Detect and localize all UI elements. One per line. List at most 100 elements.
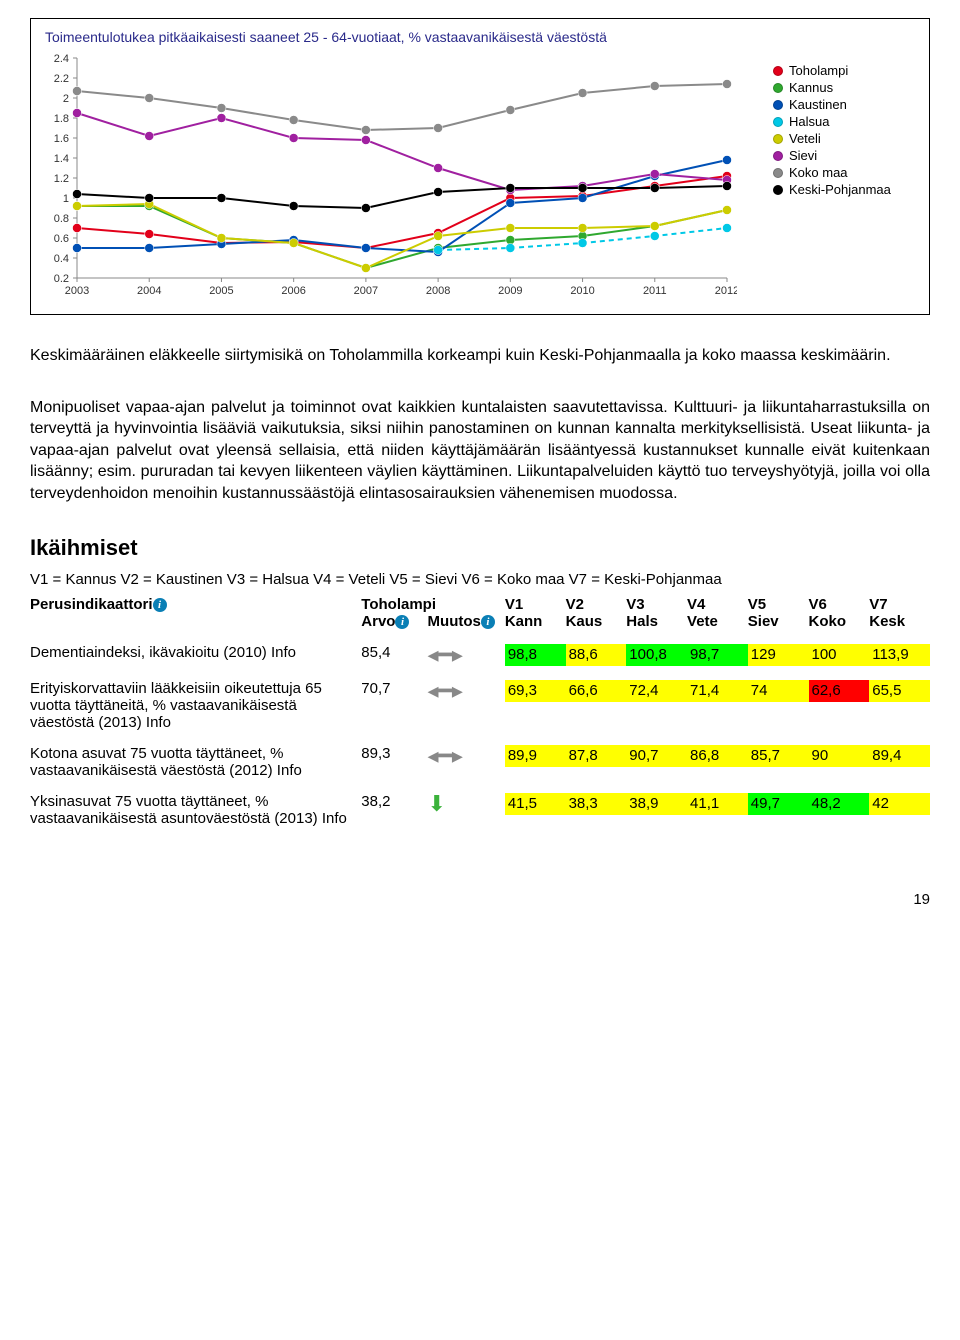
legend-label: Kannus [789,80,833,95]
cell-value: 88,6 [566,644,627,666]
legend-dot [773,151,783,161]
hdr-sub: Kann [505,613,566,630]
cell-value: 72,4 [626,680,687,702]
legend-dot [773,134,783,144]
cell-value: 65,5 [869,680,930,702]
legend-label: Veteli [789,131,821,146]
hdr-muutos: Muutosi [428,613,505,630]
info-icon: i [481,615,495,629]
row-arvo: 38,2 [361,793,390,810]
paragraph-1: Keskimääräinen eläkkeelle siirtymisikä o… [30,345,930,367]
svg-text:1.4: 1.4 [54,153,69,165]
hdr-v5: V5 [748,596,809,613]
cell-value: 74 [748,680,809,702]
legend-dot [773,66,783,76]
legend-item: Halsua [773,114,923,129]
legend-label: Sievi [789,148,817,163]
row-arvo: 89,3 [361,745,390,762]
legend-item: Keski-Pohjanmaa [773,182,923,197]
cell-value: 113,9 [869,644,930,666]
cell-value: 38,3 [566,793,627,815]
hdr-v2: V2 [566,596,627,613]
svg-text:2004: 2004 [137,285,161,297]
cell-value: 98,8 [505,644,566,666]
cell-value: 129 [748,644,809,666]
svg-text:1.6: 1.6 [54,133,69,145]
cell-value: 87,8 [566,745,627,767]
trend-arrow-down: ⬇ [428,791,446,816]
legend-label: Kaustinen [789,97,847,112]
svg-text:2: 2 [63,93,69,105]
cell-value: 62,6 [809,680,870,702]
legend-item: Kannus [773,80,923,95]
svg-text:2005: 2005 [209,285,233,297]
hdr-sub: Kesk [869,613,930,630]
svg-text:2012: 2012 [715,285,737,297]
cell-value: 100,8 [626,644,687,666]
cell-value: 90,7 [626,745,687,767]
hdr-sub: Vete [687,613,748,630]
table-row: Kotona asuvat 75 vuotta täyttäneet, % va… [30,745,930,779]
hdr-sub: Koko [809,613,870,630]
svg-text:0.4: 0.4 [54,253,69,265]
svg-text:2009: 2009 [498,285,522,297]
cell-value: 85,7 [748,745,809,767]
cell-value: 100 [809,644,870,666]
trend-arrow-flat: ◂━▸ [428,743,463,768]
legend-dot [773,83,783,93]
legend-dot [773,117,783,127]
svg-text:0.8: 0.8 [54,213,69,225]
table-row: Dementiaindeksi, ikävakioitu (2010) Info… [30,644,930,666]
hdr-sub: Hals [626,613,687,630]
cell-value: 38,9 [626,793,687,815]
chart-container: Toimeentulotukea pitkäaikaisesti saaneet… [30,18,930,315]
svg-text:2006: 2006 [281,285,305,297]
svg-text:0.6: 0.6 [54,233,69,245]
variable-legend: V1 = Kannus V2 = Kaustinen V3 = Halsua V… [30,571,930,588]
hdr-v1: V1 [505,596,566,613]
legend-item: Kaustinen [773,97,923,112]
table-row: Erityiskorvattaviin lääkkeisiin oikeutet… [30,680,930,731]
info-icon: i [395,615,409,629]
hdr-indicator: Perusindikaattorii [30,596,361,613]
svg-text:1.2: 1.2 [54,173,69,185]
hdr-arvo: Arvoi [361,613,427,630]
chart-legend: Toholampi Kannus Kaustinen Halsua Veteli Siev… [773,53,923,308]
svg-text:2.2: 2.2 [54,73,69,85]
legend-label: Koko maa [789,165,848,180]
legend-label: Keski-Pohjanmaa [789,182,891,197]
cell-value: 49,7 [748,793,809,815]
data-table: PerusindikaattoriiToholampiV1V2V3V4V5V6V… [30,596,930,841]
cell-value: 69,3 [505,680,566,702]
chart-area: 0.20.40.60.811.21.41.61.822.22.420032004… [37,53,923,308]
cell-value: 41,1 [687,793,748,815]
row-label: Kotona asuvat 75 vuotta täyttäneet, % va… [30,745,308,779]
legend-dot [773,168,783,178]
cell-value: 89,4 [869,745,930,767]
row-label: Erityiskorvattaviin lääkkeisiin oikeutet… [30,680,322,731]
hdr-v7: V7 [869,596,930,613]
legend-item: Toholampi [773,63,923,78]
svg-text:1: 1 [63,193,69,205]
hdr-toholampi: Toholampi [361,596,505,613]
chart-svg: 0.20.40.60.811.21.41.61.822.22.420032004… [37,53,737,303]
section-heading: Ikäihmiset [30,535,930,561]
cell-value: 86,8 [687,745,748,767]
svg-text:1.8: 1.8 [54,113,69,125]
hdr-sub: Kaus [566,613,627,630]
chart-title: Toimeentulotukea pitkäaikaisesti saaneet… [45,29,923,45]
svg-text:2008: 2008 [426,285,450,297]
cell-value: 48,2 [809,793,870,815]
row-label: Dementiaindeksi, ikävakioitu (2010) Info [30,644,302,661]
paragraph-2: Monipuoliset vapaa-ajan palvelut ja toim… [30,397,930,505]
hdr-v4: V4 [687,596,748,613]
legend-item: Sievi [773,148,923,163]
cell-value: 41,5 [505,793,566,815]
cell-value: 66,6 [566,680,627,702]
cell-value: 89,9 [505,745,566,767]
legend-item: Koko maa [773,165,923,180]
info-icon: i [153,598,167,612]
legend-item: Veteli [773,131,923,146]
hdr-sub: Siev [748,613,809,630]
svg-text:2007: 2007 [354,285,378,297]
